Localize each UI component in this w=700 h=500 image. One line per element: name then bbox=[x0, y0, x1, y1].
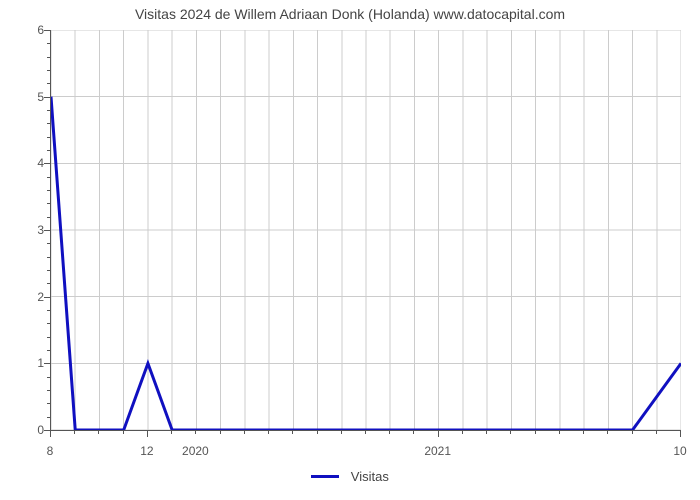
x-tick-label: 2021 bbox=[424, 444, 451, 458]
x-tick-label: 10 bbox=[673, 444, 686, 458]
chart-legend: Visitas bbox=[0, 468, 700, 484]
legend-label: Visitas bbox=[351, 469, 389, 484]
x-tick-label: 8 bbox=[47, 444, 54, 458]
y-tick-label: 2 bbox=[4, 290, 44, 304]
y-tick-label: 4 bbox=[4, 156, 44, 170]
y-tick-label: 6 bbox=[4, 23, 44, 37]
y-tick-label: 3 bbox=[4, 223, 44, 237]
chart-line-series bbox=[51, 30, 681, 430]
y-tick-label: 5 bbox=[4, 90, 44, 104]
plot-area bbox=[50, 30, 681, 431]
y-tick-label: 1 bbox=[4, 356, 44, 370]
x-year-label: 2020 bbox=[182, 444, 209, 458]
y-tick-label: 0 bbox=[4, 423, 44, 437]
legend-swatch bbox=[311, 475, 339, 478]
x-tick-label: 12 bbox=[140, 444, 153, 458]
chart-title: Visitas 2024 de Willem Adriaan Donk (Hol… bbox=[0, 6, 700, 22]
visits-line-chart: Visitas 2024 de Willem Adriaan Donk (Hol… bbox=[0, 0, 700, 500]
